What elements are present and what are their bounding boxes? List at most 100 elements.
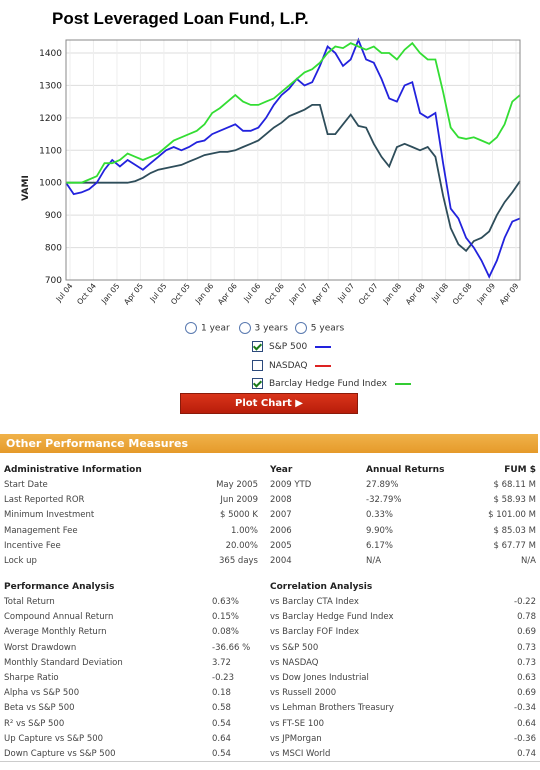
series-line — [66, 104, 521, 253]
sp500-checkbox[interactable] — [252, 341, 263, 352]
corr-label: vs Barclay CTA Index — [270, 597, 359, 607]
perf-value: 3.72 — [212, 657, 231, 668]
corr-value: -0.34 — [514, 703, 536, 714]
perf-value: 0.15% — [212, 612, 240, 623]
annual-return: N/A — [366, 556, 382, 566]
x-axis-ticks: Jul 04 Oct 04 Jan 05 Apr 05 Jul 05 Oct 05 Jan … — [54, 281, 521, 306]
annual-return: 0.33% — [366, 510, 394, 521]
perf-section-header: Other Performance Measures — [0, 434, 538, 453]
x-tick-label: Oct 04 — [75, 281, 98, 306]
y-tick-label: 1000 — [39, 179, 62, 189]
corr-value: 0.73 — [517, 642, 536, 653]
annual-fum: $ 101.00 M — [488, 510, 536, 521]
x-tick-label: Apr 06 — [216, 281, 239, 306]
radio-5-years[interactable] — [294, 322, 307, 334]
barclay-swatch — [394, 382, 411, 385]
sp500-swatch — [315, 345, 332, 348]
admin-value: 20.00% — [225, 540, 258, 551]
legend-sp500: S&P 500 — [252, 341, 332, 352]
y-tick-label: 900 — [45, 211, 62, 221]
corr-value: -0.36 — [514, 733, 536, 744]
y-tick-label: 1400 — [39, 49, 62, 59]
year-column-header: Year — [270, 465, 293, 475]
perf-value: 0.58 — [212, 703, 231, 714]
radio-5-years-label: 5 years — [310, 323, 345, 334]
admin-label: Lock up — [4, 556, 37, 566]
admin-value: 365 days — [219, 556, 258, 566]
corr-value: 0.78 — [517, 612, 536, 623]
perf-label: Total Return — [4, 597, 55, 607]
x-tick-label: Oct 08 — [451, 281, 474, 306]
barclay-checkbox[interactable] — [252, 378, 263, 389]
y-axis-ticks: 700 800 900 1000 1100 1200 1300 1400 — [39, 49, 62, 286]
annual-year: 2004 — [270, 556, 292, 566]
perf-value: 0.18 — [212, 688, 231, 699]
x-tick-label: Oct 05 — [169, 281, 192, 306]
corr-value: 0.69 — [517, 627, 536, 638]
perf-label: Compound Annual Return — [4, 612, 114, 623]
period-selector: 1 year 3 years 5 years — [185, 322, 344, 334]
radio-1-year[interactable] — [185, 322, 197, 334]
perf-value: 0.63% — [212, 597, 240, 607]
corr-label: vs NASDAQ — [270, 657, 319, 668]
y-axis-label: VAMI — [21, 175, 31, 201]
x-tick-label: Apr 08 — [404, 281, 427, 306]
admin-label: Start Date — [4, 480, 48, 490]
corr-label: vs JPMorgan — [270, 733, 322, 744]
x-tick-label: Jan 06 — [193, 281, 216, 306]
admin-value: 1.00% — [230, 525, 258, 536]
corr-value: -0.22 — [514, 597, 536, 607]
x-tick-label: Apr 09 — [498, 281, 521, 306]
perf-label: R² vs S&P 500 — [4, 718, 65, 729]
radio-3-years[interactable] — [238, 322, 251, 334]
admin-heading: Administrative Information — [4, 465, 142, 475]
radio-1-year-label: 1 year — [201, 323, 230, 334]
corr-label: vs S&P 500 — [270, 642, 319, 653]
admin-label: Minimum Investment — [4, 510, 95, 521]
annual-year: 2007 — [270, 510, 292, 521]
annual-fum: N/A — [520, 556, 536, 566]
x-tick-label: Jan 09 — [474, 281, 497, 306]
annual-year: 2008 — [270, 495, 292, 506]
admin-label: Management Fee — [4, 525, 78, 536]
nasdaq-checkbox[interactable] — [252, 360, 263, 371]
perf-value: -0.23 — [212, 673, 234, 683]
series-line — [65, 37, 521, 279]
perf-value: -36.66 % — [212, 642, 251, 653]
perf-label: Beta vs S&P 500 — [4, 703, 75, 714]
y-tick-label: 1300 — [39, 81, 62, 91]
series-line — [66, 41, 521, 184]
annual-return: -32.79% — [366, 495, 402, 506]
annual-fum: $ 85.03 M — [493, 525, 536, 536]
corr-label: vs Barclay FOF Index — [270, 627, 360, 638]
annual-fum: $ 67.77 M — [493, 540, 536, 551]
x-tick-label: Jan 08 — [381, 281, 404, 306]
annual-return: 27.89% — [366, 480, 399, 490]
admin-value: Jun 2009 — [220, 495, 258, 506]
corr-label: vs Russell 2000 — [270, 688, 337, 699]
x-tick-label: Apr 07 — [310, 281, 333, 306]
page-title: Post Leveraged Loan Fund, L.P. — [52, 9, 309, 28]
perf-label: Up Capture vs S&P 500 — [4, 733, 104, 744]
x-tick-label: Oct 07 — [357, 281, 380, 306]
admin-value: $ 5000 K — [219, 510, 258, 521]
plot-chart-button[interactable]: Plot Chart ▶ — [180, 393, 358, 414]
x-tick-label: Jul 08 — [429, 281, 450, 304]
legend-barclay: Barclay Hedge Fund Index — [252, 378, 411, 389]
corr-value: 0.63 — [517, 673, 536, 683]
y-tick-label: 800 — [45, 244, 62, 254]
perf-heading: Performance Analysis — [4, 582, 115, 592]
x-tick-label: Jul 07 — [335, 281, 356, 304]
perf-label: Down Capture vs S&P 500 — [4, 749, 116, 759]
annual-year: 2005 — [270, 540, 292, 551]
perf-value: 0.54 — [212, 718, 231, 729]
x-tick-label: Jul 05 — [147, 281, 168, 304]
plot-frame — [65, 39, 521, 281]
legend-sp500-label: S&P 500 — [269, 342, 308, 352]
perf-label: Monthly Standard Deviation — [4, 657, 123, 668]
chart-series — [65, 37, 521, 279]
perf-value: 0.54 — [212, 749, 231, 759]
corr-label: vs MSCI World — [270, 749, 331, 759]
y-tick-label: 1200 — [39, 114, 62, 124]
corr-value: 0.64 — [517, 718, 536, 729]
